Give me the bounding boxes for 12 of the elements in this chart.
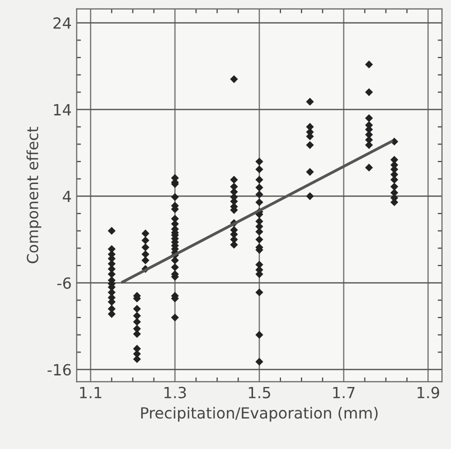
y-tick-label: 4: [62, 190, 71, 202]
y-tick-label: -16: [48, 364, 71, 376]
y-axis-title: Component effect: [26, 126, 42, 264]
x-tick-label: 1.9: [418, 386, 440, 398]
x-tick-label: 1.3: [164, 386, 186, 398]
x-axis-title: Precipitation/Evaporation (mm): [141, 406, 378, 422]
y-tick-label: 24: [53, 17, 71, 29]
y-tick-label: 14: [54, 104, 71, 116]
y-tick-label: -6: [57, 277, 71, 289]
x-tick-label: 1.7: [333, 386, 355, 398]
x-tick-label: 1.1: [80, 386, 102, 398]
x-tick-label: 1.5: [248, 386, 270, 398]
